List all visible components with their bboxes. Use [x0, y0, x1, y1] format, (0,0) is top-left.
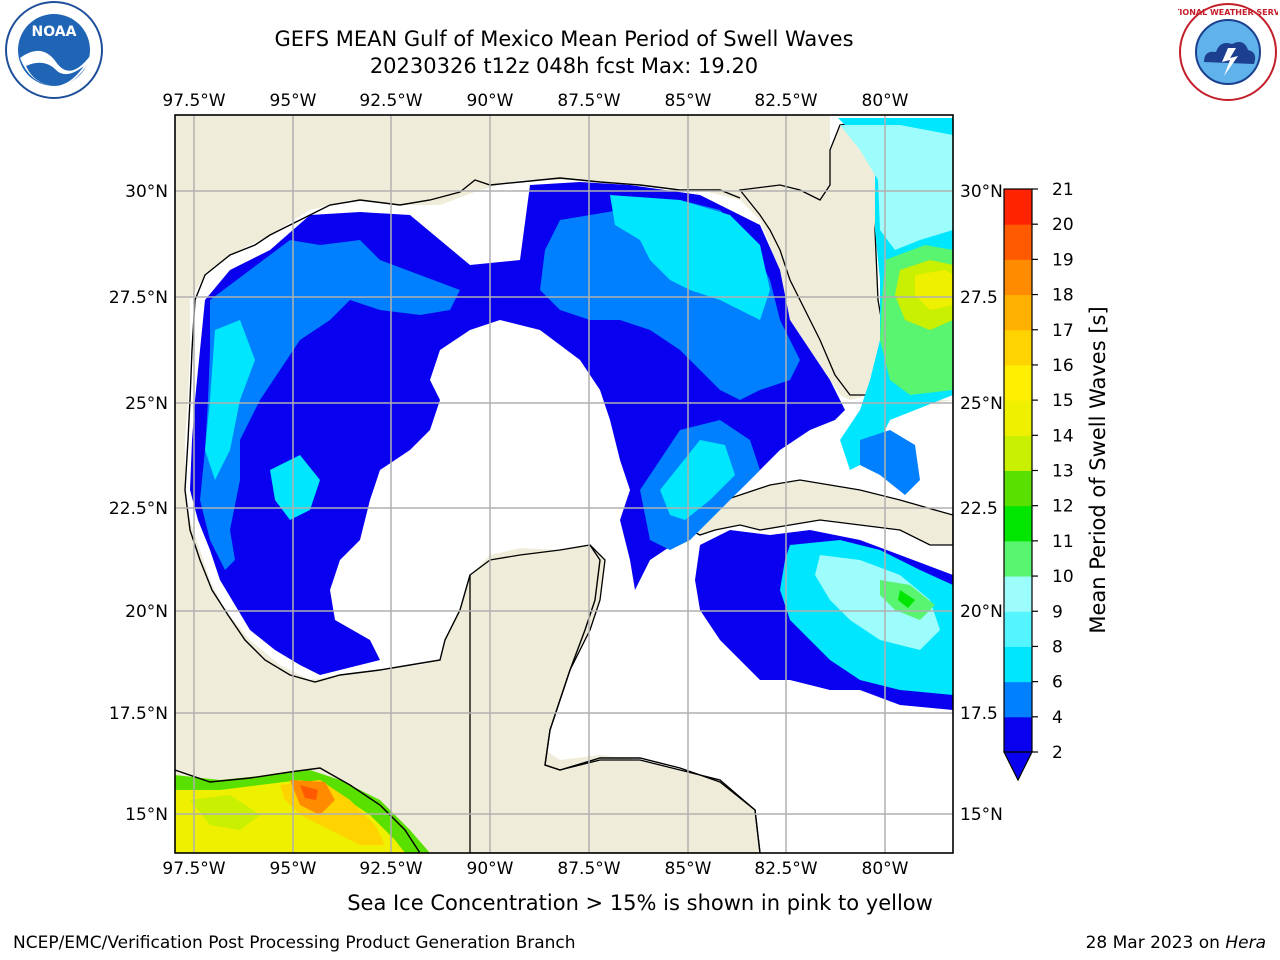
gridlines	[175, 115, 953, 853]
lon-label: 92.5°W	[359, 859, 422, 879]
lon-labels-top: 97.5°W 95°W 92.5°W 90°W 87.5°W 85°W 82.5…	[162, 91, 908, 111]
lat-label: 15°N	[125, 805, 168, 825]
colorbar-swatch	[1004, 259, 1032, 296]
colorbar-swatch	[1004, 470, 1032, 507]
lon-label: 90°W	[467, 859, 514, 879]
map-frame	[174, 114, 954, 854]
coastlines	[175, 177, 761, 853]
colorbar-swatch	[1004, 400, 1032, 436]
colorbar-tick-label: 11	[1052, 532, 1074, 552]
colorbar-swatch	[1004, 435, 1032, 471]
colorbar-tick-label: 19	[1052, 250, 1074, 270]
lat-label: 27.5°N	[109, 288, 168, 308]
colorbar-tick-label: 9	[1052, 602, 1063, 622]
colorbar-tick-label: 13	[1052, 462, 1074, 482]
nws-logo-text: NATIONAL WEATHER SERVICE	[1178, 8, 1278, 17]
lat-label: 22.5°N	[109, 499, 168, 519]
cuba-land	[689, 479, 953, 546]
map-subtitle: 20230326 t12z 048h fcst Max: 19.20	[369, 54, 759, 78]
swell-contours	[190, 182, 845, 675]
colorbar-tick-label: 14	[1052, 426, 1074, 446]
colorbar-swatch	[1004, 505, 1032, 542]
lat-label: 17.5°N	[109, 704, 168, 724]
lat-label: 15°N	[960, 805, 1003, 825]
lon-label: 92.5°W	[359, 91, 422, 111]
lat-label: 30°N	[125, 182, 168, 202]
colorbar-swatch	[1004, 681, 1032, 718]
lat-labels-left: 30°N 27.5°N 25°N 22.5°N 20°N 17.5°N 15°N	[109, 182, 168, 825]
lon-label: 95°W	[270, 91, 317, 111]
colorbar-label: Mean Period of Swell Waves [s]	[1086, 306, 1110, 633]
colorbar-swatch	[1004, 611, 1032, 647]
colorbar-swatch	[1004, 189, 1032, 225]
pacific-contours	[175, 770, 430, 853]
lon-label: 87.5°W	[557, 91, 620, 111]
lon-labels-bottom: 97.5°W 95°W 92.5°W 90°W 87.5°W 85°W 82.5…	[162, 859, 908, 879]
lat-label: 20°N	[125, 602, 168, 622]
colorbar-swatch	[1004, 294, 1032, 331]
lat-label: 22.5	[960, 499, 998, 519]
lat-labels-right: 30°N 27.5 25°N 22.5 20°N 17.5 15°N	[960, 182, 1003, 825]
colorbar-tick-label: 20	[1052, 215, 1074, 235]
lat-label: 25°N	[125, 394, 168, 414]
colorbar-tick-label: 2	[1052, 743, 1063, 763]
colorbar-tick-label: 10	[1052, 567, 1074, 587]
colorbar-swatch	[1004, 540, 1032, 577]
footer-credit: NCEP/EMC/Verification Post Processing Pr…	[13, 933, 576, 953]
colorbar-swatch	[1004, 224, 1032, 260]
colorbar-tick-label: 15	[1052, 391, 1074, 411]
atlantic-contours	[838, 118, 953, 495]
colorbar-tick-label: 12	[1052, 497, 1074, 517]
lon-label: 82.5°W	[754, 91, 817, 111]
colorbar-tick-label: 17	[1052, 321, 1074, 341]
lon-label: 87.5°W	[557, 859, 620, 879]
lon-label: 90°W	[467, 91, 514, 111]
colorbar-extend-arrow	[1003, 751, 1033, 782]
colorbar-tick-label: 4	[1052, 708, 1063, 728]
colorbar-swatch	[1004, 364, 1032, 401]
colorbar-tick-label: 18	[1052, 286, 1074, 306]
lon-label: 80°W	[862, 859, 909, 879]
lat-label: 20°N	[960, 602, 1003, 622]
lon-label: 82.5°W	[754, 859, 817, 879]
map-title: GEFS MEAN Gulf of Mexico Mean Period of …	[274, 27, 854, 51]
lon-label: 95°W	[270, 859, 317, 879]
colorbar-tick-label: 8	[1052, 637, 1063, 657]
colorbar-swatch	[1004, 716, 1032, 753]
colorbar-swatch	[1004, 576, 1032, 612]
colorbar-tick-label: 6	[1052, 673, 1063, 693]
caribbean-contours	[695, 530, 953, 710]
lat-label: 17.5	[960, 704, 998, 724]
lat-label: 30°N	[960, 182, 1003, 202]
lon-label: 80°W	[862, 91, 909, 111]
lon-label: 85°W	[665, 91, 712, 111]
colorbar: 2 4 6 8 9 10 11 12 13 14 15 16 17 18 19 20 21	[1003, 180, 1074, 782]
noaa-logo-icon: NOAA	[5, 1, 103, 99]
colorbar-tick-label: 16	[1052, 356, 1074, 376]
lat-label: 25°N	[960, 394, 1003, 414]
lat-label: 27.5	[960, 288, 998, 308]
lon-label: 97.5°W	[162, 91, 225, 111]
footer-host: Hera	[1225, 933, 1266, 953]
sea-ice-note: Sea Ice Concentration > 15% is shown in …	[347, 891, 933, 915]
footer-date-text: 28 Mar 2023 on	[1085, 933, 1226, 953]
colorbar-swatch	[1004, 646, 1032, 683]
nws-logo-icon: NATIONAL WEATHER SERVICE	[1178, 3, 1278, 101]
noaa-logo-text: NOAA	[32, 24, 77, 40]
map-plot-area	[175, 115, 953, 853]
footer-date: 28 Mar 2023 on Hera	[1086, 933, 1266, 953]
colorbar-tick-label: 21	[1052, 180, 1074, 200]
lon-label: 97.5°W	[162, 859, 225, 879]
colorbar-swatch	[1004, 329, 1032, 366]
lon-label: 85°W	[665, 859, 712, 879]
